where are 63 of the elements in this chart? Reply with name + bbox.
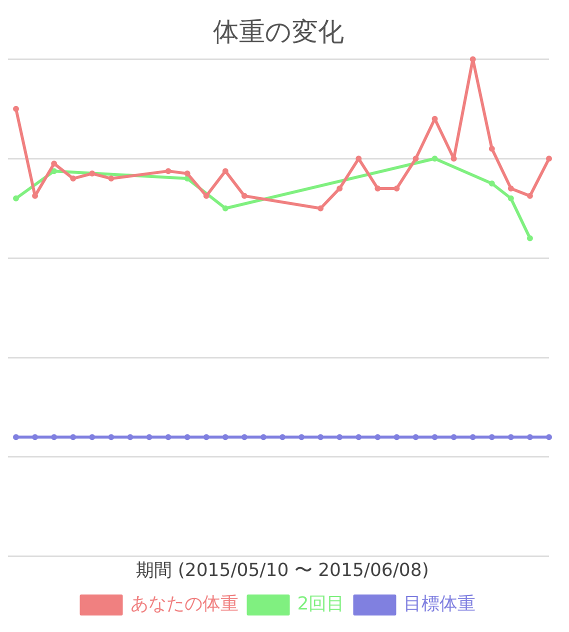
point <box>184 170 190 177</box>
chart-title: 体重の変化 <box>213 17 344 48</box>
point <box>488 180 495 186</box>
point <box>51 168 58 174</box>
point <box>336 434 343 440</box>
point <box>412 156 419 162</box>
point <box>508 195 514 202</box>
point <box>203 434 210 440</box>
point <box>412 434 419 440</box>
point <box>89 170 96 177</box>
point <box>526 192 533 199</box>
point <box>222 205 228 212</box>
point <box>280 434 286 440</box>
point <box>450 156 457 162</box>
point <box>488 146 495 152</box>
point <box>488 434 495 440</box>
point <box>298 434 305 440</box>
point <box>51 160 58 167</box>
point <box>318 434 324 440</box>
point <box>222 434 228 440</box>
point <box>32 434 38 440</box>
point <box>70 434 76 440</box>
point <box>450 434 457 440</box>
legend-label: あなたの体重 <box>130 594 238 615</box>
point <box>508 434 514 440</box>
x-axis-title: 期間 (2015/05/10 〜 2015/06/08) <box>136 560 429 581</box>
point <box>70 176 76 182</box>
point <box>184 176 190 182</box>
point <box>241 434 248 440</box>
point <box>432 156 438 162</box>
point <box>108 176 114 182</box>
point <box>526 235 533 242</box>
point <box>394 434 400 440</box>
point <box>356 434 362 440</box>
point <box>127 434 134 440</box>
point <box>526 434 533 440</box>
point <box>184 434 190 440</box>
point <box>165 168 172 174</box>
point <box>356 156 362 162</box>
point <box>546 156 552 162</box>
point <box>508 185 514 192</box>
point <box>470 434 476 440</box>
point <box>51 434 58 440</box>
point <box>89 434 96 440</box>
point <box>394 185 400 192</box>
point <box>241 192 248 199</box>
point <box>13 434 19 440</box>
point <box>318 205 324 212</box>
point <box>108 434 114 440</box>
point <box>546 434 552 440</box>
point <box>13 195 19 202</box>
point <box>260 434 266 440</box>
point <box>203 192 210 199</box>
point <box>146 434 152 440</box>
point <box>165 434 172 440</box>
point <box>432 434 438 440</box>
legend-label: 目標体重 <box>404 594 476 615</box>
point <box>374 185 381 192</box>
point <box>222 168 228 174</box>
point <box>13 106 19 112</box>
point <box>374 434 381 440</box>
legend-label: 2回目 <box>297 594 345 615</box>
point <box>336 185 343 192</box>
